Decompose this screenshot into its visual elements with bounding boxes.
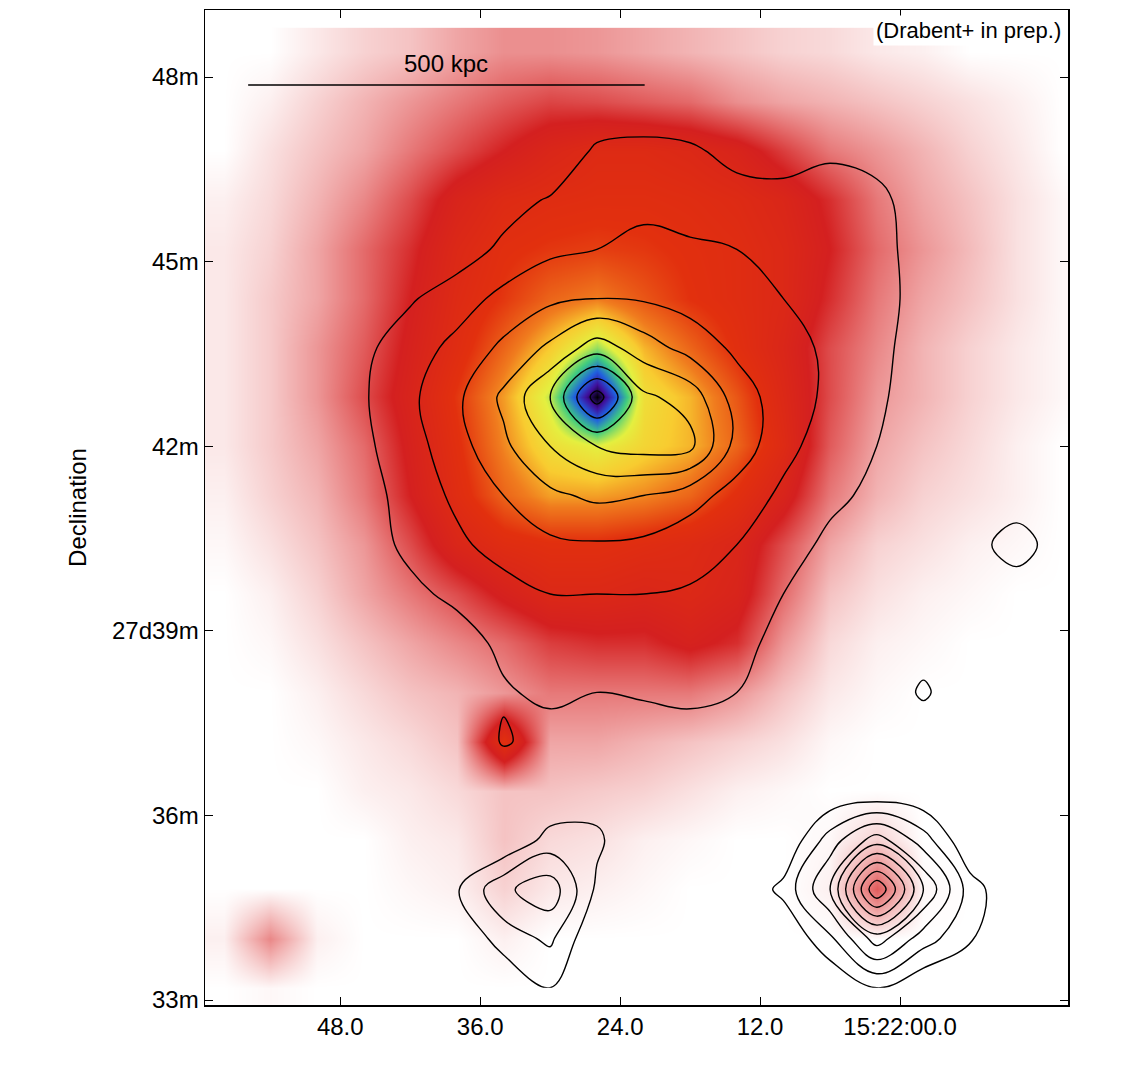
svg-text:36m: 36m xyxy=(152,802,199,829)
svg-text:27d39m: 27d39m xyxy=(112,617,199,644)
svg-text:45m: 45m xyxy=(152,248,199,275)
svg-text:42m: 42m xyxy=(152,433,199,460)
svg-text:15:22:00.0: 15:22:00.0 xyxy=(843,1013,956,1040)
svg-text:(Drabent+ in prep.): (Drabent+ in prep.) xyxy=(876,18,1061,43)
svg-text:48m: 48m xyxy=(152,63,199,90)
svg-text:12.0: 12.0 xyxy=(737,1013,784,1040)
svg-text:36.0: 36.0 xyxy=(457,1013,504,1040)
svg-text:Declination: Declination xyxy=(64,448,91,567)
svg-text:33m: 33m xyxy=(152,986,199,1013)
svg-text:500 kpc: 500 kpc xyxy=(404,50,488,77)
svg-text:24.0: 24.0 xyxy=(597,1013,644,1040)
svg-text:48.0: 48.0 xyxy=(317,1013,364,1040)
